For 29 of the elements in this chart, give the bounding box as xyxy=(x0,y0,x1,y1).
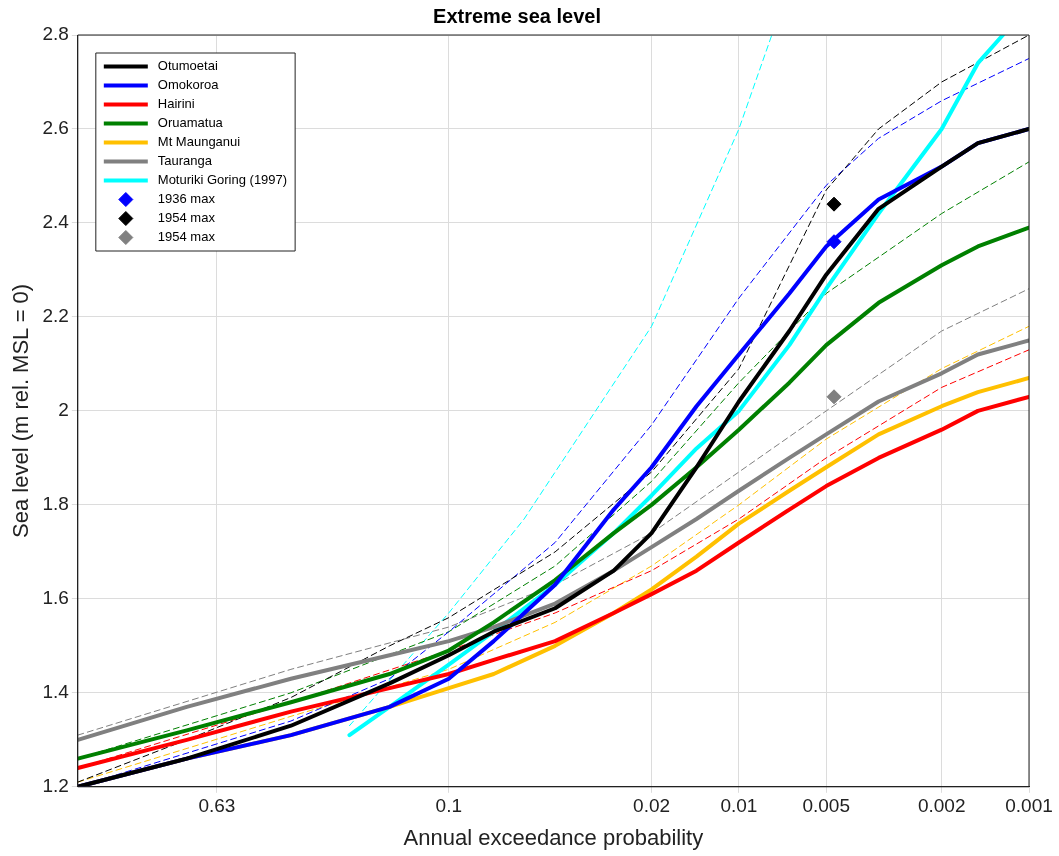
y-tick-label: 1.2 xyxy=(42,775,69,797)
y-tick-label: 1.6 xyxy=(42,587,69,609)
x-tick-label: 0.001 xyxy=(1005,795,1053,817)
x-axis-title: Annual exceedance probability xyxy=(403,824,704,850)
legend-label: Oruamatua xyxy=(157,115,224,131)
y-axis-title: Sea level (m rel. MSL = 0) xyxy=(8,283,34,538)
y-tick-label: 2.8 xyxy=(42,23,69,45)
legend-label: Moturiki Goring (1997) xyxy=(157,172,288,188)
y-tick-label: 2 xyxy=(58,399,69,421)
legend-label: 1954 max xyxy=(157,229,216,245)
y-tick-label: 1.4 xyxy=(42,681,70,703)
x-tick-label: 0.01 xyxy=(720,795,758,817)
y-tick-label: 2.4 xyxy=(42,211,70,233)
legend-label: Mt Maunganui xyxy=(157,134,241,150)
legend-label: Tauranga xyxy=(157,153,213,169)
x-tick-label: 0.1 xyxy=(435,795,462,817)
legend-label: Hairini xyxy=(157,96,195,112)
y-tick-label: 2.2 xyxy=(42,305,69,327)
x-tick-label: 0.02 xyxy=(633,795,671,817)
x-tick-label: 0.002 xyxy=(917,795,966,817)
y-tick-label: 1.8 xyxy=(42,493,69,515)
y-tick-label: 2.6 xyxy=(42,117,69,139)
x-tick-label: 0.005 xyxy=(802,795,850,817)
legend-label: 1936 max xyxy=(157,191,216,207)
legend-label: Otumoetai xyxy=(157,58,218,74)
legend-label: Omokoroa xyxy=(157,77,220,93)
x-tick-label: 0.63 xyxy=(198,795,236,817)
chart-title: Extreme sea level xyxy=(433,4,601,27)
legend-label: 1954 max xyxy=(157,210,216,226)
